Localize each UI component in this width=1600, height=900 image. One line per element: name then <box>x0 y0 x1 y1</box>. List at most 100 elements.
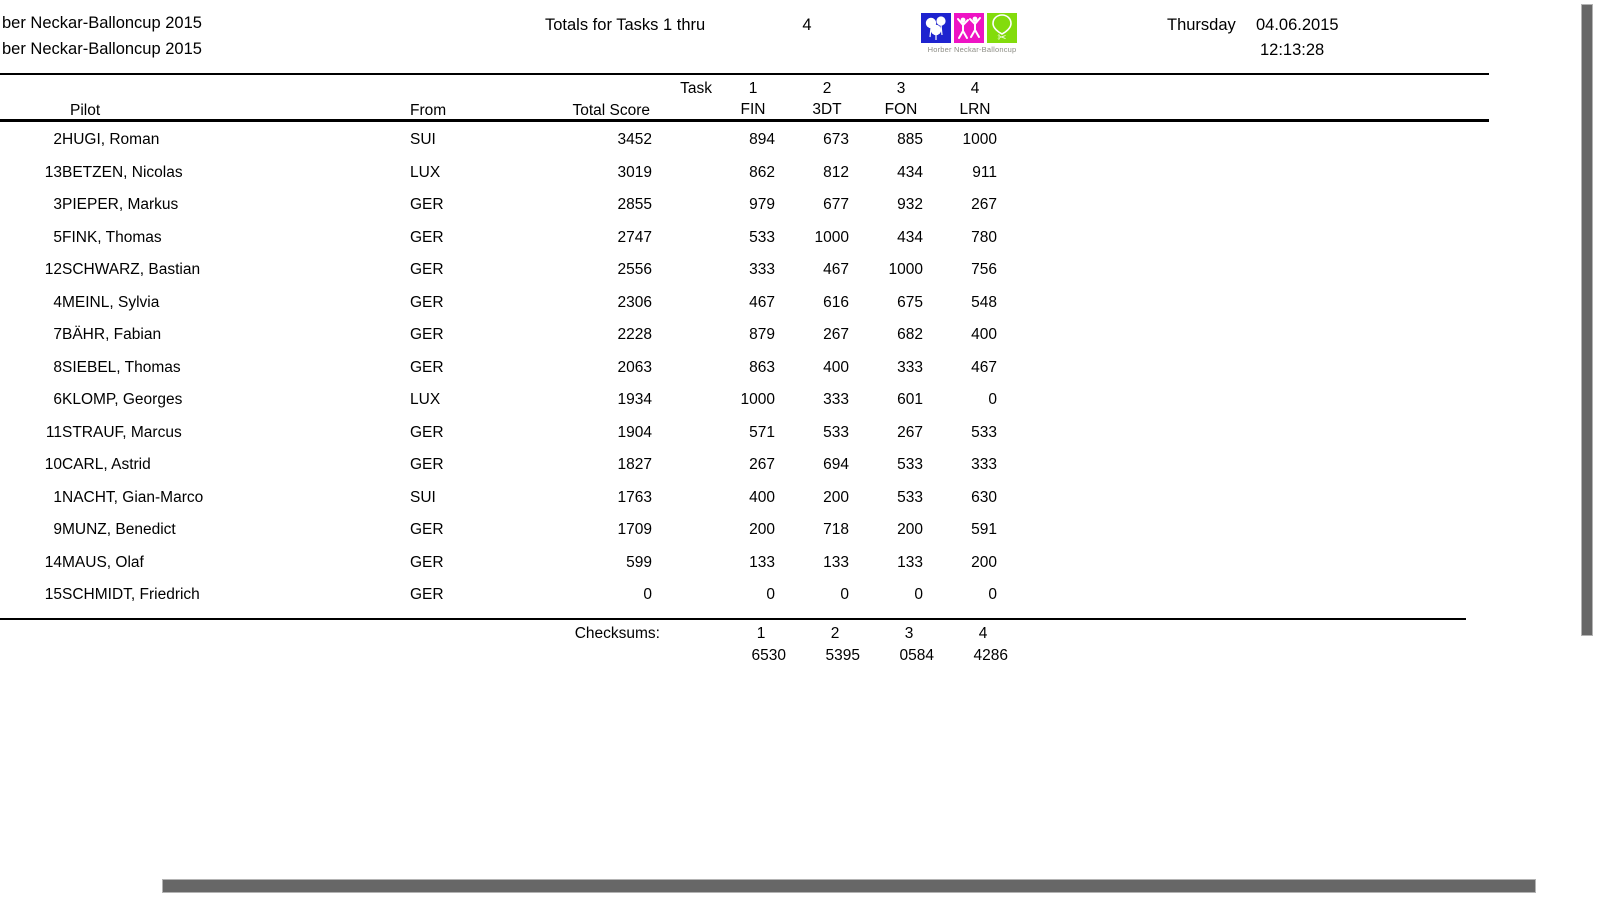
task4-score: 533 <box>971 423 997 441</box>
task2-score: 812 <box>823 163 849 181</box>
task2-score: 694 <box>823 456 849 473</box>
task4-score: 591 <box>971 521 997 538</box>
from-column-header: From <box>410 102 447 119</box>
pilot-number: 13 <box>44 163 62 181</box>
task1-score: 333 <box>749 261 775 278</box>
pilot-country: GER <box>410 456 444 473</box>
pilot-name: SCHWARZ, Bastian <box>62 261 201 278</box>
task3-score: 533 <box>897 488 923 506</box>
pilot-number: 14 <box>44 553 62 571</box>
task2-score: 677 <box>823 196 849 213</box>
pilot-number: 12 <box>44 261 62 278</box>
table-row: 1 NACHT, Gian-Marco SUI 1763 400 200 533 630 <box>0 482 997 515</box>
pilot-name: HUGI, Roman <box>62 131 160 148</box>
pilot-number: 8 <box>53 358 62 376</box>
pilot-name: PIEPER, Markus <box>62 196 179 213</box>
table-row: 5 FINK, Thomas GER 2747 533 1000 434 780 <box>0 222 997 255</box>
total-score: 2855 <box>617 196 652 213</box>
total-score: 599 <box>626 553 652 571</box>
task2-number-header: 2 <box>822 80 832 97</box>
table-row: 10 CARL, Astrid GER 1827 267 694 533 333 <box>0 449 997 482</box>
task2-score: 0 <box>840 586 849 603</box>
task1-score: 0 <box>766 586 775 603</box>
vertical-scrollbar-thumb[interactable] <box>1581 4 1593 636</box>
pilot-country: GER <box>410 521 444 538</box>
task2-score: 400 <box>823 358 849 376</box>
pilot-number: 9 <box>53 521 62 538</box>
task3-score: 682 <box>897 326 923 343</box>
table-row: 9 MUNZ, Benedict GER 1709 200 718 200 591 <box>0 514 997 547</box>
task3-score: 200 <box>897 521 923 538</box>
report-title-line1: ber Neckar-Balloncup 2015 <box>2 14 202 32</box>
task1-score: 862 <box>749 163 775 181</box>
task1-score: 133 <box>749 553 775 571</box>
task1-score: 894 <box>749 131 775 148</box>
pilot-number: 6 <box>53 391 62 408</box>
task2-score: 1000 <box>814 228 849 246</box>
task1-score: 533 <box>749 228 775 246</box>
checksum1-value: 6530 <box>751 647 786 664</box>
task1-score: 571 <box>749 423 775 441</box>
logo-caption: Horber Neckar-Balloncup <box>927 45 1017 54</box>
checksum4-number: 4 <box>978 625 988 642</box>
standings-table: 2 HUGI, Roman SUI 3452 894 673 885 1000 13 BETZEN… <box>0 124 997 612</box>
task1-code-header: FIN <box>740 101 766 118</box>
pilot-number: 15 <box>44 586 62 603</box>
horizontal-scrollbar-thumb[interactable] <box>162 879 1536 893</box>
task3-code-header: FON <box>884 101 918 118</box>
pilot-name: STRAUF, Marcus <box>62 423 182 441</box>
task3-score: 267 <box>897 423 923 441</box>
task2-score: 616 <box>823 293 849 311</box>
table-row: 2 HUGI, Roman SUI 3452 894 673 885 1000 <box>0 124 997 157</box>
task2-score: 267 <box>823 326 849 343</box>
table-row: 12 SCHWARZ, Bastian GER 2556 333 467 1000 756 <box>0 254 997 287</box>
pilot-number: 2 <box>53 131 62 148</box>
pilot-name: SIEBEL, Thomas <box>62 358 181 376</box>
task3-score: 675 <box>897 293 923 311</box>
pilot-name: CARL, Astrid <box>62 456 151 473</box>
table-bottom-divider-line <box>0 618 1466 620</box>
table-row: 7 BÄHR, Fabian GER 2228 879 267 682 400 <box>0 319 997 352</box>
checksums-label: Checksums: <box>574 625 660 642</box>
totals-label: Totals for Tasks 1 thru <box>545 16 706 34</box>
pilot-country: GER <box>410 196 444 213</box>
table-row: 8 SIEBEL, Thomas GER 2063 863 400 333 467 <box>0 352 997 385</box>
report-title-line2: ber Neckar-Balloncup 2015 <box>2 40 202 58</box>
task4-score: 911 <box>972 163 997 181</box>
pilot-country: GER <box>410 293 444 311</box>
svg-text:✂: ✂ <box>997 32 1006 43</box>
task3-score: 1000 <box>888 261 923 278</box>
pilot-name: NACHT, Gian-Marco <box>62 488 204 506</box>
task1-score: 1000 <box>740 391 775 408</box>
task4-score: 200 <box>971 553 997 571</box>
checksum2-value: 5395 <box>825 647 860 664</box>
task1-score: 267 <box>749 456 775 473</box>
pilot-column-header: Pilot <box>70 102 101 119</box>
task2-score: 200 <box>823 488 849 506</box>
pilot-country: GER <box>410 586 444 603</box>
pilot-number: 10 <box>44 456 62 473</box>
task3-score: 932 <box>897 196 923 213</box>
task1-score: 979 <box>749 196 775 213</box>
task4-score: 0 <box>988 391 997 408</box>
pilot-country: SUI <box>410 488 436 506</box>
total-score: 2228 <box>617 326 652 343</box>
pilot-number: 3 <box>53 196 62 213</box>
task1-score: 879 <box>749 326 775 343</box>
total-score: 2556 <box>617 261 652 278</box>
table-row: 14 MAUS, Olaf GER 599 133 133 133 200 <box>0 547 997 580</box>
pilot-country: GER <box>410 358 444 376</box>
table-row: 6 KLOMP, Georges LUX 1934 1000 333 601 0 <box>0 384 997 417</box>
task3-number-header: 3 <box>896 80 906 97</box>
task4-score: 548 <box>971 293 997 311</box>
task4-score: 0 <box>988 586 997 603</box>
total-score: 1709 <box>617 521 652 538</box>
pilot-number: 4 <box>53 293 62 311</box>
task4-score: 630 <box>971 488 997 506</box>
pilot-name: BÄHR, Fabian <box>62 326 162 343</box>
weekday-label: Thursday <box>1167 16 1236 34</box>
task1-number-header: 1 <box>748 80 758 97</box>
task4-score: 333 <box>971 456 997 473</box>
task2-score: 718 <box>823 521 849 538</box>
task2-score: 673 <box>823 131 849 148</box>
